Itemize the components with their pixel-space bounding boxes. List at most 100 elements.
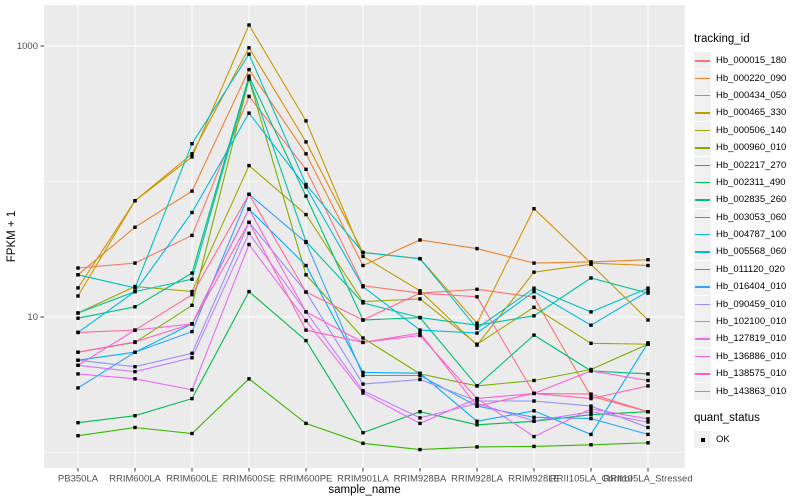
data-point: [247, 111, 251, 115]
data-point: [361, 318, 365, 322]
data-point: [532, 289, 536, 294]
data-point: [247, 76, 251, 80]
x-tick-label: PB350LA: [58, 474, 99, 485]
data-point: [361, 285, 365, 289]
legend-entry-Hb_002835_260: Hb_002835_260: [694, 191, 798, 209]
data-point: [247, 23, 251, 27]
data-point: [418, 331, 422, 335]
legend-quant-entries: OK: [694, 431, 798, 448]
legend-line-icon: [695, 164, 710, 166]
data-point: [76, 358, 80, 362]
x-tick-label: RRIM928BA: [394, 474, 447, 485]
data-point: [190, 289, 194, 294]
y-axis-title: FPKM + 1: [6, 211, 18, 262]
data-point: [589, 416, 593, 421]
legend-entries: Hb_000015_180 Hb_000220_090 Hb_000434_050 H…: [694, 52, 798, 400]
data-point: [475, 331, 479, 335]
legend-label: Hb_000015_180: [716, 55, 787, 67]
legend-entry-Hb_000960_010: Hb_000960_010: [694, 139, 798, 157]
data-point: [646, 341, 650, 345]
data-point: [646, 378, 650, 383]
data-point: [418, 377, 422, 382]
data-point: [532, 261, 536, 265]
legend-line-icon: [695, 147, 710, 149]
data-point: [133, 370, 137, 374]
data-point: [304, 273, 308, 277]
data-point: [646, 417, 650, 421]
data-point: [190, 155, 194, 159]
data-point: [646, 384, 650, 388]
legend-label: Hb_002217_270: [716, 159, 787, 171]
data-point: [475, 287, 479, 291]
data-point: [304, 182, 308, 187]
legend-entry-Hb_102100_010: Hb_102100_010: [694, 313, 798, 331]
data-point: [475, 419, 479, 423]
data-point: [76, 372, 80, 376]
data-point: [589, 410, 593, 414]
data-point: [190, 396, 194, 401]
data-point: [190, 210, 194, 215]
data-point: [475, 384, 479, 388]
data-point: [589, 392, 593, 396]
data-point: [247, 377, 251, 381]
data-point: [589, 276, 593, 280]
legend-key-swatch: [694, 104, 711, 122]
data-point: [190, 233, 194, 238]
legend-label: Hb_143863_010: [716, 385, 787, 397]
data-point: [133, 286, 137, 290]
data-point: [475, 326, 479, 330]
data-point: [589, 310, 593, 314]
data-point: [589, 432, 593, 437]
legend-entry-Hb_143863_010: Hb_143863_010: [694, 382, 798, 400]
legend-line-icon: [695, 129, 710, 132]
legend-key-swatch: [694, 260, 711, 278]
legend-key-swatch: [694, 243, 711, 261]
data-point: [646, 289, 650, 293]
legend-label: Hb_004787_100: [716, 229, 787, 241]
data-point: [190, 271, 194, 275]
data-point: [361, 373, 365, 378]
legend-entry-Hb_002311_490: Hb_002311_490: [694, 173, 798, 191]
legend-line-icon: [695, 60, 710, 62]
data-point: [646, 258, 650, 262]
data-point: [475, 321, 479, 325]
data-point: [133, 377, 137, 381]
legend-key-swatch: [694, 173, 711, 191]
data-point: [532, 314, 536, 318]
x-tick-label: RRIM901LA: [337, 474, 389, 485]
legend-line-icon: [695, 77, 710, 79]
data-point: [361, 336, 365, 340]
data-point: [190, 152, 194, 156]
data-point: [646, 318, 650, 322]
data-point: [190, 303, 194, 307]
data-point: [418, 289, 422, 293]
data-point: [532, 444, 536, 449]
legend-entry-Hb_138575_010: Hb_138575_010: [694, 365, 798, 383]
data-point: [589, 413, 593, 417]
legend-entry-Hb_011120_020: Hb_011120_020: [694, 260, 798, 278]
legend-key-swatch: [694, 191, 711, 209]
data-point: [418, 447, 422, 452]
data-point: [304, 167, 308, 171]
data-point: [304, 240, 308, 245]
data-point: [304, 338, 308, 343]
data-point: [361, 441, 365, 445]
data-point: [532, 270, 536, 274]
data-point: [304, 119, 308, 123]
data-point: [532, 415, 536, 419]
data-point: [247, 192, 251, 196]
legend-label: OK: [716, 434, 730, 445]
data-point: [76, 311, 80, 315]
data-point: [304, 263, 308, 268]
data-point: [304, 318, 308, 323]
data-point: [190, 431, 194, 436]
data-point: [76, 273, 80, 277]
legend-panel: tracking_id Hb_000015_180 Hb_000220_090 Hb…: [694, 33, 798, 448]
data-point: [418, 257, 422, 261]
legend-entry-Hb_003053_060: Hb_003053_060: [694, 208, 798, 226]
data-point: [646, 441, 650, 445]
data-point: [361, 254, 365, 259]
legend-label: Hb_136886_010: [716, 350, 787, 362]
legend-line-icon: [695, 234, 710, 236]
data-point: [361, 431, 365, 435]
